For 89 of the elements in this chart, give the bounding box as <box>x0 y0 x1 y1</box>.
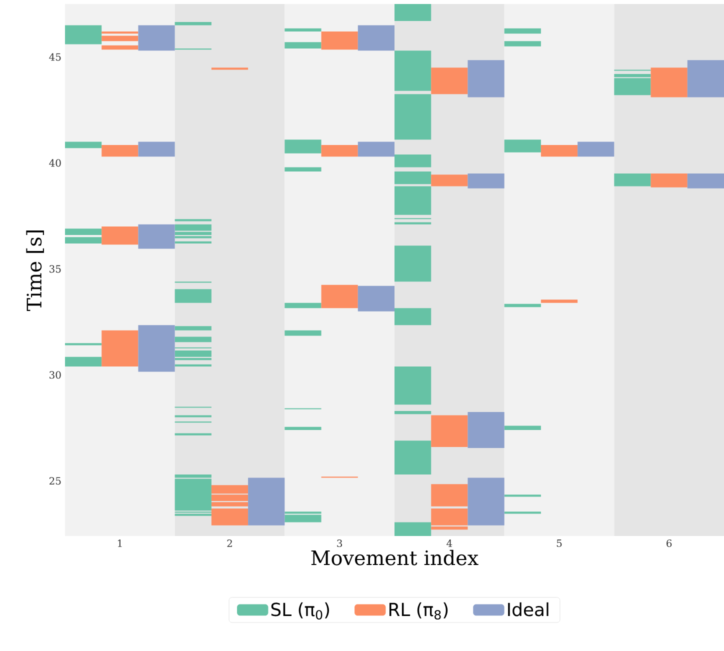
x-tick-label: 4 <box>446 540 452 547</box>
bar <box>540 144 578 157</box>
bar <box>174 350 212 357</box>
bar <box>504 140 541 152</box>
y-tick-label: 35 <box>50 265 61 273</box>
x-tick-label: 2 <box>227 540 232 547</box>
bar <box>394 440 432 475</box>
bar <box>321 284 358 308</box>
bar <box>431 68 468 94</box>
bar <box>687 174 724 188</box>
bar <box>284 140 322 154</box>
bar <box>284 42 322 49</box>
bar <box>614 174 651 186</box>
bar <box>504 41 541 46</box>
x-tick-label: 6 <box>666 540 672 548</box>
bar <box>284 330 322 336</box>
bar <box>248 478 285 526</box>
bar <box>358 286 394 312</box>
bar <box>504 28 541 34</box>
bar <box>174 224 212 231</box>
bar <box>174 336 212 342</box>
y-tick-label: 40 <box>49 159 61 167</box>
bar <box>65 237 102 244</box>
bar <box>358 142 394 157</box>
bar <box>284 514 322 522</box>
bar <box>394 246 432 282</box>
bar <box>138 325 175 372</box>
bar <box>138 224 175 249</box>
bar <box>394 410 432 414</box>
x-axis-title: Movement index <box>311 550 478 566</box>
bar <box>468 412 504 448</box>
bar <box>284 426 322 430</box>
bar <box>394 4 432 21</box>
bar <box>394 171 432 184</box>
bar <box>431 508 468 526</box>
bar <box>174 241 212 244</box>
bar <box>65 25 102 44</box>
bar <box>174 22 212 26</box>
bar <box>284 167 322 172</box>
bar <box>174 326 212 330</box>
y-tick-label: 30 <box>50 371 61 379</box>
bar <box>431 484 468 506</box>
bar <box>358 25 394 51</box>
bar <box>284 28 322 32</box>
bar <box>614 78 651 96</box>
bar <box>65 142 102 148</box>
legend-label: RL (π$_{8}$) <box>389 602 448 620</box>
bar <box>394 308 432 326</box>
bar <box>540 300 578 303</box>
bar <box>468 60 504 98</box>
bar <box>65 356 102 366</box>
bar <box>174 478 212 511</box>
x-tick-label: 5 <box>556 540 562 547</box>
bar <box>321 32 358 50</box>
bar <box>504 304 541 308</box>
bar <box>394 94 432 140</box>
y-tick-label: 45 <box>49 53 61 61</box>
bar <box>468 478 504 526</box>
bar <box>394 186 432 215</box>
bar <box>431 415 468 447</box>
bar <box>394 522 432 536</box>
bar <box>321 144 358 157</box>
bar <box>394 154 432 168</box>
bar <box>102 45 138 50</box>
x-tick-label: 3 <box>337 540 342 548</box>
bar <box>102 226 138 245</box>
bar <box>687 60 724 98</box>
bar <box>65 228 102 236</box>
bar <box>394 366 432 405</box>
bar <box>504 426 541 430</box>
bar <box>284 302 322 308</box>
x-tick-label: 1 <box>118 540 122 547</box>
bar <box>102 330 138 366</box>
bar <box>138 142 175 157</box>
bar <box>102 144 138 157</box>
bar <box>650 68 688 98</box>
bar <box>138 25 175 51</box>
bar <box>650 174 688 188</box>
bar <box>211 508 248 526</box>
bar <box>431 174 468 186</box>
y-axis-title: Time [s] <box>26 230 44 312</box>
bar <box>394 50 432 91</box>
legend-label: SL (π$_{0}$) <box>271 602 330 620</box>
bar <box>468 174 504 188</box>
bar <box>174 289 212 303</box>
y-tick-label: 25 <box>49 477 61 485</box>
bar <box>578 142 614 157</box>
legend-label: Ideal <box>508 602 548 616</box>
bar <box>102 36 138 42</box>
